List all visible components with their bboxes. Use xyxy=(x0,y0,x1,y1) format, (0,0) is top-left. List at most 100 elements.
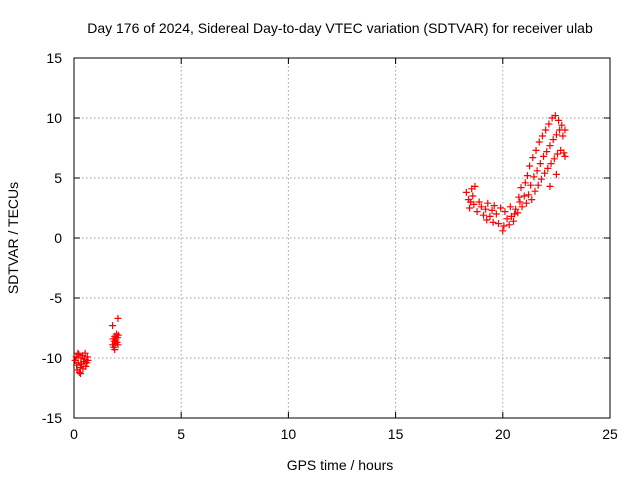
data-point xyxy=(475,198,483,206)
data-point xyxy=(114,331,122,339)
data-point xyxy=(471,182,479,190)
data-point xyxy=(544,164,552,172)
data-point xyxy=(538,132,546,140)
data-point xyxy=(82,362,90,370)
data-point xyxy=(517,184,525,192)
data-point xyxy=(529,154,537,162)
data-point xyxy=(540,152,548,160)
data-point xyxy=(506,203,514,211)
data-point xyxy=(528,196,536,204)
data-point xyxy=(512,205,520,213)
data-point xyxy=(549,136,557,144)
grid-layer xyxy=(74,58,610,418)
data-point xyxy=(74,359,82,367)
data-point xyxy=(534,181,542,189)
data-point xyxy=(510,217,518,225)
data-point xyxy=(520,192,528,200)
data-point xyxy=(497,204,505,212)
data-point xyxy=(488,206,496,214)
data-point xyxy=(526,162,534,170)
data-point xyxy=(518,203,526,211)
data-point xyxy=(541,169,549,177)
y-tick-label: 0 xyxy=(54,230,62,246)
data-point xyxy=(561,152,569,160)
data-point xyxy=(495,220,503,228)
data-point xyxy=(531,187,539,195)
data-point xyxy=(553,150,561,158)
data-point xyxy=(499,227,507,235)
data-point xyxy=(546,182,554,190)
y-tick-label: 10 xyxy=(46,110,62,126)
data-point xyxy=(533,167,541,175)
data-point xyxy=(462,188,470,196)
data-point xyxy=(542,126,550,134)
y-tick-label: -10 xyxy=(42,350,62,366)
data-point xyxy=(536,160,544,168)
data-point xyxy=(550,155,558,163)
data-point xyxy=(522,199,530,207)
data-point xyxy=(501,208,509,216)
data-point xyxy=(546,142,554,150)
data-point xyxy=(484,199,492,207)
data-point xyxy=(555,116,563,124)
data-point xyxy=(559,132,567,140)
data-point xyxy=(545,120,553,128)
x-tick-label: 15 xyxy=(388,426,404,442)
data-point xyxy=(84,356,92,364)
data-point xyxy=(505,221,513,229)
data-point xyxy=(486,212,494,220)
x-tick-label: 0 xyxy=(70,426,78,442)
data-point xyxy=(552,131,560,139)
y-tick-label: 5 xyxy=(54,170,62,186)
data-point xyxy=(81,349,89,357)
data-point xyxy=(500,222,508,230)
data-point xyxy=(469,192,477,200)
data-point xyxy=(558,121,566,129)
data-point xyxy=(503,215,511,223)
data-point xyxy=(74,349,82,357)
x-tick-label: 10 xyxy=(281,426,297,442)
points-layer xyxy=(71,112,569,378)
x-tick-label: 5 xyxy=(177,426,185,442)
data-point xyxy=(483,216,491,224)
data-point xyxy=(477,203,485,211)
data-point xyxy=(83,353,91,361)
data-point xyxy=(473,208,481,216)
data-point xyxy=(492,210,500,218)
data-point xyxy=(111,346,119,354)
y-axis-label: SDTVAR / TECUs xyxy=(5,182,21,294)
data-point xyxy=(527,181,535,189)
y-tick-label: -5 xyxy=(50,290,63,306)
data-point xyxy=(480,211,488,219)
tick-layer: 0 5 10 15 20 25 -15 -10 -5 0 5 10 15 xyxy=(42,50,618,442)
data-point xyxy=(547,160,555,168)
x-axis-label: GPS time / hours xyxy=(287,457,394,473)
data-point xyxy=(560,149,568,157)
data-point xyxy=(543,148,551,156)
data-point xyxy=(490,202,498,210)
data-point xyxy=(532,146,540,154)
data-point xyxy=(537,175,545,183)
data-point xyxy=(514,209,522,217)
chart-title: Day 176 of 2024, Sidereal Day-to-day VTE… xyxy=(87,20,593,36)
data-point xyxy=(76,370,84,378)
data-point xyxy=(523,172,531,180)
data-point xyxy=(521,179,529,187)
data-point xyxy=(482,205,490,213)
data-point xyxy=(535,138,543,146)
data-point xyxy=(109,322,117,330)
y-tick-label: -15 xyxy=(42,410,62,426)
data-point xyxy=(75,350,83,358)
data-point xyxy=(489,218,497,226)
data-point xyxy=(552,170,560,178)
data-point xyxy=(470,200,478,208)
data-point xyxy=(75,368,83,376)
x-tick-label: 25 xyxy=(602,426,618,442)
data-point xyxy=(525,191,533,199)
data-point xyxy=(561,126,569,134)
data-point xyxy=(551,112,559,120)
y-tick-label: 15 xyxy=(46,50,62,66)
data-point xyxy=(114,341,122,349)
x-tick-label: 20 xyxy=(495,426,511,442)
